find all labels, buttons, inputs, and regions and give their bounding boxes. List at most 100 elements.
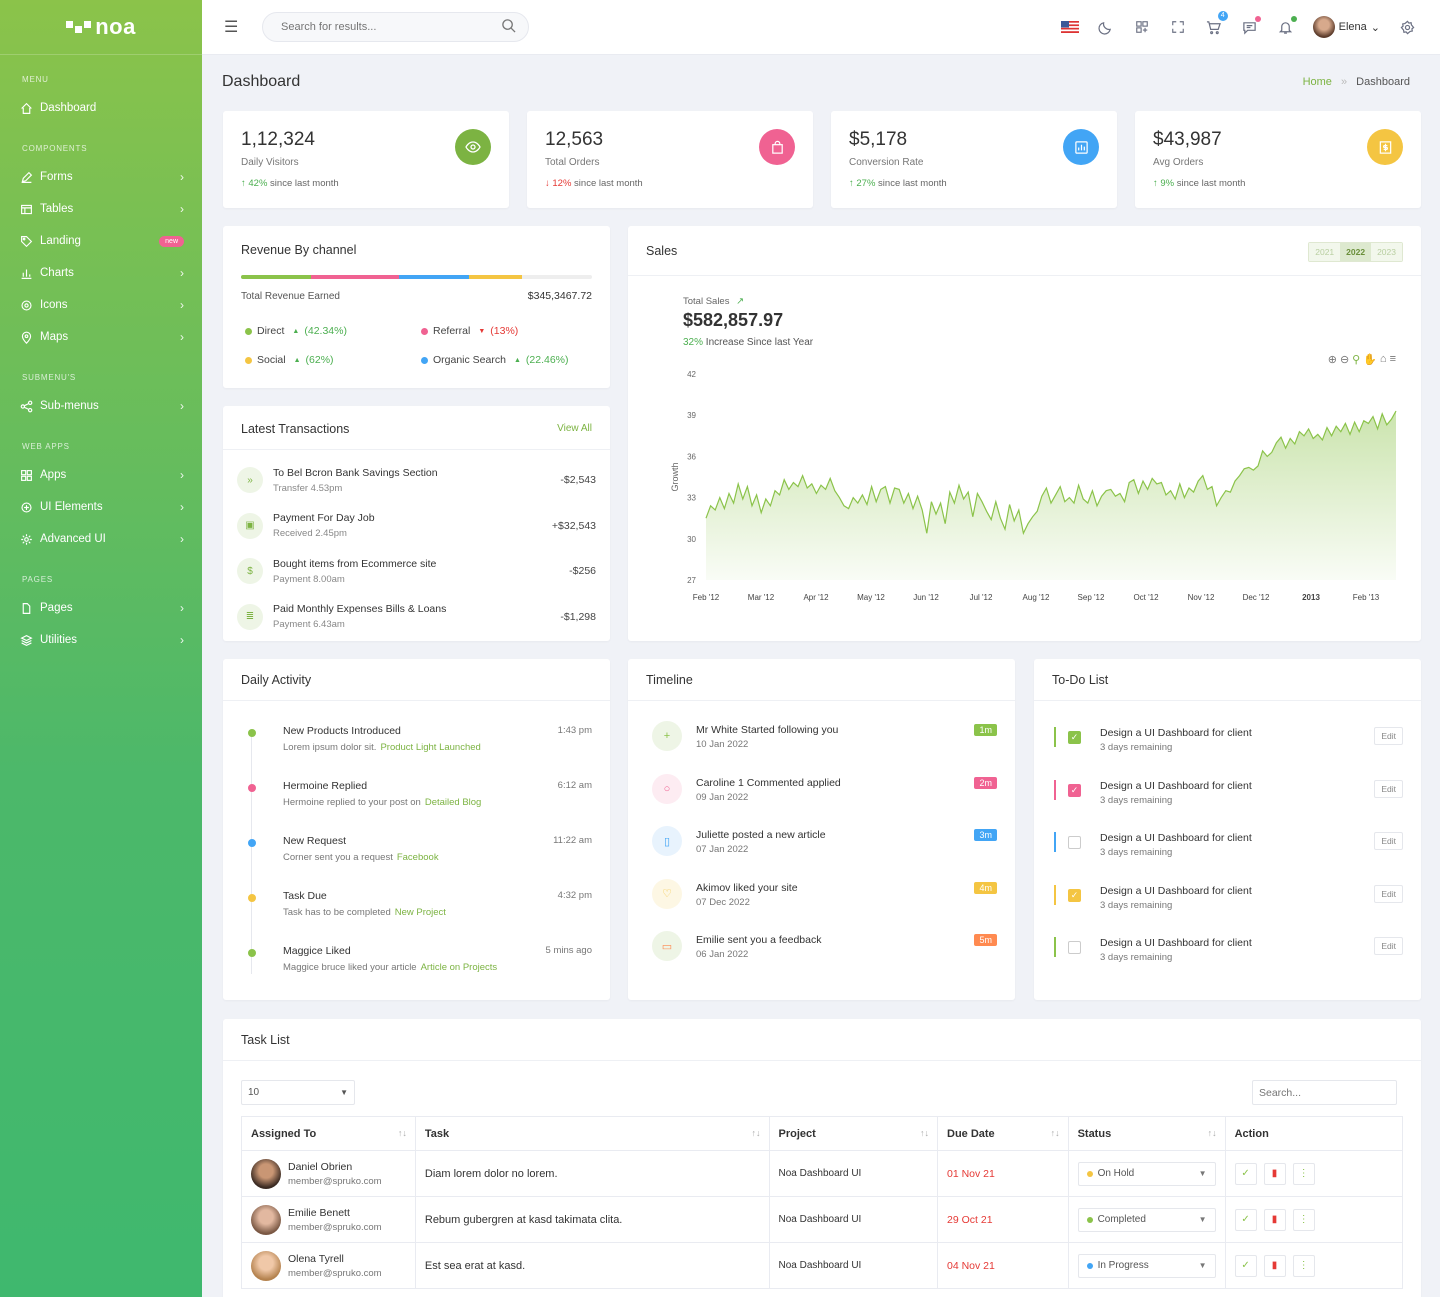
chart-menu-icon[interactable]: ≡: [1389, 353, 1396, 365]
check-circle-icon[interactable]: ✓: [1234, 1208, 1257, 1231]
bell-icon[interactable]: [1277, 16, 1297, 36]
transaction-row[interactable]: ≣ Paid Monthly Expenses Bills & Loans Paym…: [237, 595, 596, 639]
column-header[interactable]: Assigned To ↑↓: [241, 1116, 416, 1151]
transaction-row[interactable]: $ Bought items from Ecommerce site Payment…: [237, 549, 596, 593]
sidebar-item-label: Landing: [40, 235, 81, 247]
status-dot: [1086, 1170, 1093, 1177]
trash-icon[interactable]: ▮: [1263, 1208, 1286, 1231]
file-icon: [18, 600, 34, 616]
sort-icon[interactable]: ↑↓: [397, 1128, 407, 1138]
us-flag-icon[interactable]: [1060, 18, 1079, 36]
sidebar-item-apps[interactable]: Apps ›: [0, 459, 202, 491]
pan-icon[interactable]: ✋: [1363, 354, 1377, 366]
transaction-row[interactable]: » To Bel Bcron Bank Savings Section Transf…: [237, 458, 596, 502]
year-tab-2023[interactable]: 2023: [1371, 243, 1402, 261]
sidebar-item-pages[interactable]: Pages ›: [0, 592, 202, 624]
task-search-input[interactable]: [1252, 1080, 1397, 1105]
zoom-in-icon[interactable]: ⊕: [1327, 354, 1337, 366]
fullscreen-icon[interactable]: [1169, 18, 1187, 36]
activity-link[interactable]: Product Light Launched: [380, 742, 481, 753]
activity-link[interactable]: Facebook: [396, 852, 439, 863]
activity-link[interactable]: Article on Projects: [420, 962, 498, 973]
status-select[interactable]: In Progress ▼: [1077, 1253, 1216, 1278]
sidebar-item-tables[interactable]: Tables ›: [0, 193, 202, 225]
sidebar-item-label: Tables: [40, 203, 74, 215]
column-header[interactable]: Action: [1224, 1116, 1404, 1151]
settings-gear-icon[interactable]: [1398, 18, 1416, 36]
more-vertical-icon[interactable]: ⋮: [1292, 1254, 1315, 1277]
search-icon[interactable]: [501, 18, 516, 36]
message-icon[interactable]: [1241, 16, 1261, 36]
brand-logo[interactable]: noa: [0, 0, 202, 55]
activity-title: New Products Introduced: [283, 725, 401, 737]
sidebar-item-charts[interactable]: Charts ›: [0, 257, 202, 289]
todo-checkbox[interactable]: ✓: [1068, 731, 1081, 744]
column-header[interactable]: Due Date ↑↓: [937, 1116, 1069, 1151]
timeline-item: ▭ Emilie sent you a feedback 06 Jan 2022 5m: [652, 931, 997, 983]
channel-dot: [421, 327, 428, 335]
transaction-row[interactable]: ▣ Payment For Day Job Received 2.45pm +$32,…: [237, 504, 596, 548]
caret-up-icon: ▲: [292, 327, 300, 335]
zoom-select-icon[interactable]: ⚲: [1352, 354, 1361, 366]
hamburger-menu-icon[interactable]: ☰: [224, 19, 239, 36]
todo-edit-button[interactable]: Edit: [1374, 779, 1403, 798]
todo-checkbox[interactable]: ✓: [1068, 783, 1081, 797]
column-header[interactable]: Task ↑↓: [414, 1116, 770, 1151]
sidebar-item-forms[interactable]: Forms ›: [0, 161, 202, 193]
trash-icon[interactable]: ▮: [1263, 1162, 1286, 1185]
zoom-out-icon[interactable]: ⊖: [1339, 354, 1350, 366]
channel-dot: [421, 356, 428, 364]
page-size-select[interactable]: 10 ▼: [241, 1080, 355, 1105]
trash-icon[interactable]: ▮: [1263, 1254, 1286, 1277]
sidebar-item-advanced-ui[interactable]: Advanced UI ›: [0, 523, 202, 555]
sidebar-item-icons[interactable]: Icons ›: [0, 289, 202, 321]
status-select[interactable]: Completed ▼: [1077, 1207, 1216, 1232]
year-tab-2022[interactable]: 2022: [1340, 243, 1372, 261]
sort-icon[interactable]: ↑↓: [1207, 1128, 1217, 1138]
sales-title: Sales: [646, 243, 678, 258]
status-select[interactable]: On Hold ▼: [1077, 1161, 1216, 1186]
todo-edit-button[interactable]: Edit: [1374, 727, 1403, 745]
more-vertical-icon[interactable]: ⋮: [1292, 1208, 1315, 1231]
todo-checkbox[interactable]: [1068, 836, 1081, 849]
todo-checkbox[interactable]: [1068, 941, 1081, 954]
search-input[interactable]: [281, 21, 481, 33]
breadcrumb-home[interactable]: Home: [1302, 76, 1332, 88]
x-tick-label: Apr '12: [803, 593, 829, 602]
todo-edit-button[interactable]: Edit: [1374, 884, 1403, 903]
edit-icon: [18, 169, 34, 185]
column-header[interactable]: Project ↑↓: [768, 1116, 938, 1151]
header-search[interactable]: [262, 12, 529, 42]
sidebar-item-dashboard[interactable]: Dashboard: [0, 92, 202, 124]
sidebar-item-maps[interactable]: Maps ›: [0, 321, 202, 353]
check-circle-icon[interactable]: ✓: [1234, 1162, 1257, 1185]
stat-label: Avg Orders: [1153, 157, 1204, 168]
transaction-title: Bought items from Ecommerce site: [273, 557, 437, 570]
activity-link[interactable]: New Project: [394, 907, 446, 918]
sidebar-item-ui-elements[interactable]: UI Elements ›: [0, 491, 202, 523]
apps-grid-icon[interactable]: [1133, 18, 1151, 36]
sort-icon[interactable]: ↑↓: [1050, 1128, 1060, 1138]
year-tab-2021[interactable]: 2021: [1309, 243, 1341, 261]
todo-edit-button[interactable]: Edit: [1374, 832, 1403, 850]
user-menu[interactable]: Elena ⌄: [1312, 16, 1380, 38]
view-all-link[interactable]: View All: [557, 423, 592, 434]
timeline-date: 09 Jan 2022: [696, 791, 749, 803]
x-tick-label: Oct '12: [1133, 593, 1159, 602]
more-vertical-icon[interactable]: ⋮: [1292, 1162, 1315, 1185]
x-tick-label: Jun '12: [913, 593, 939, 602]
todo-checkbox[interactable]: ✓: [1068, 888, 1081, 902]
activity-link[interactable]: Detailed Blog: [424, 797, 482, 808]
cart-icon[interactable]: 4: [1205, 11, 1228, 36]
sort-icon[interactable]: ↑↓: [920, 1128, 929, 1138]
sidebar-item-sub-menus[interactable]: Sub-menus ›: [0, 390, 202, 422]
action-cell: ✓ ▮ ⋮: [1224, 1196, 1404, 1243]
sidebar-item-utilities[interactable]: Utilities ›: [0, 624, 202, 656]
check-circle-icon[interactable]: ✓: [1234, 1254, 1257, 1277]
moon-icon[interactable]: [1097, 18, 1115, 36]
column-header[interactable]: Status ↑↓: [1067, 1116, 1226, 1151]
sidebar-item-landing[interactable]: Landing new: [0, 225, 202, 257]
todo-edit-button[interactable]: Edit: [1374, 937, 1403, 955]
reset-home-icon[interactable]: ⌂: [1379, 353, 1387, 365]
sort-icon[interactable]: ↑↓: [751, 1128, 761, 1138]
